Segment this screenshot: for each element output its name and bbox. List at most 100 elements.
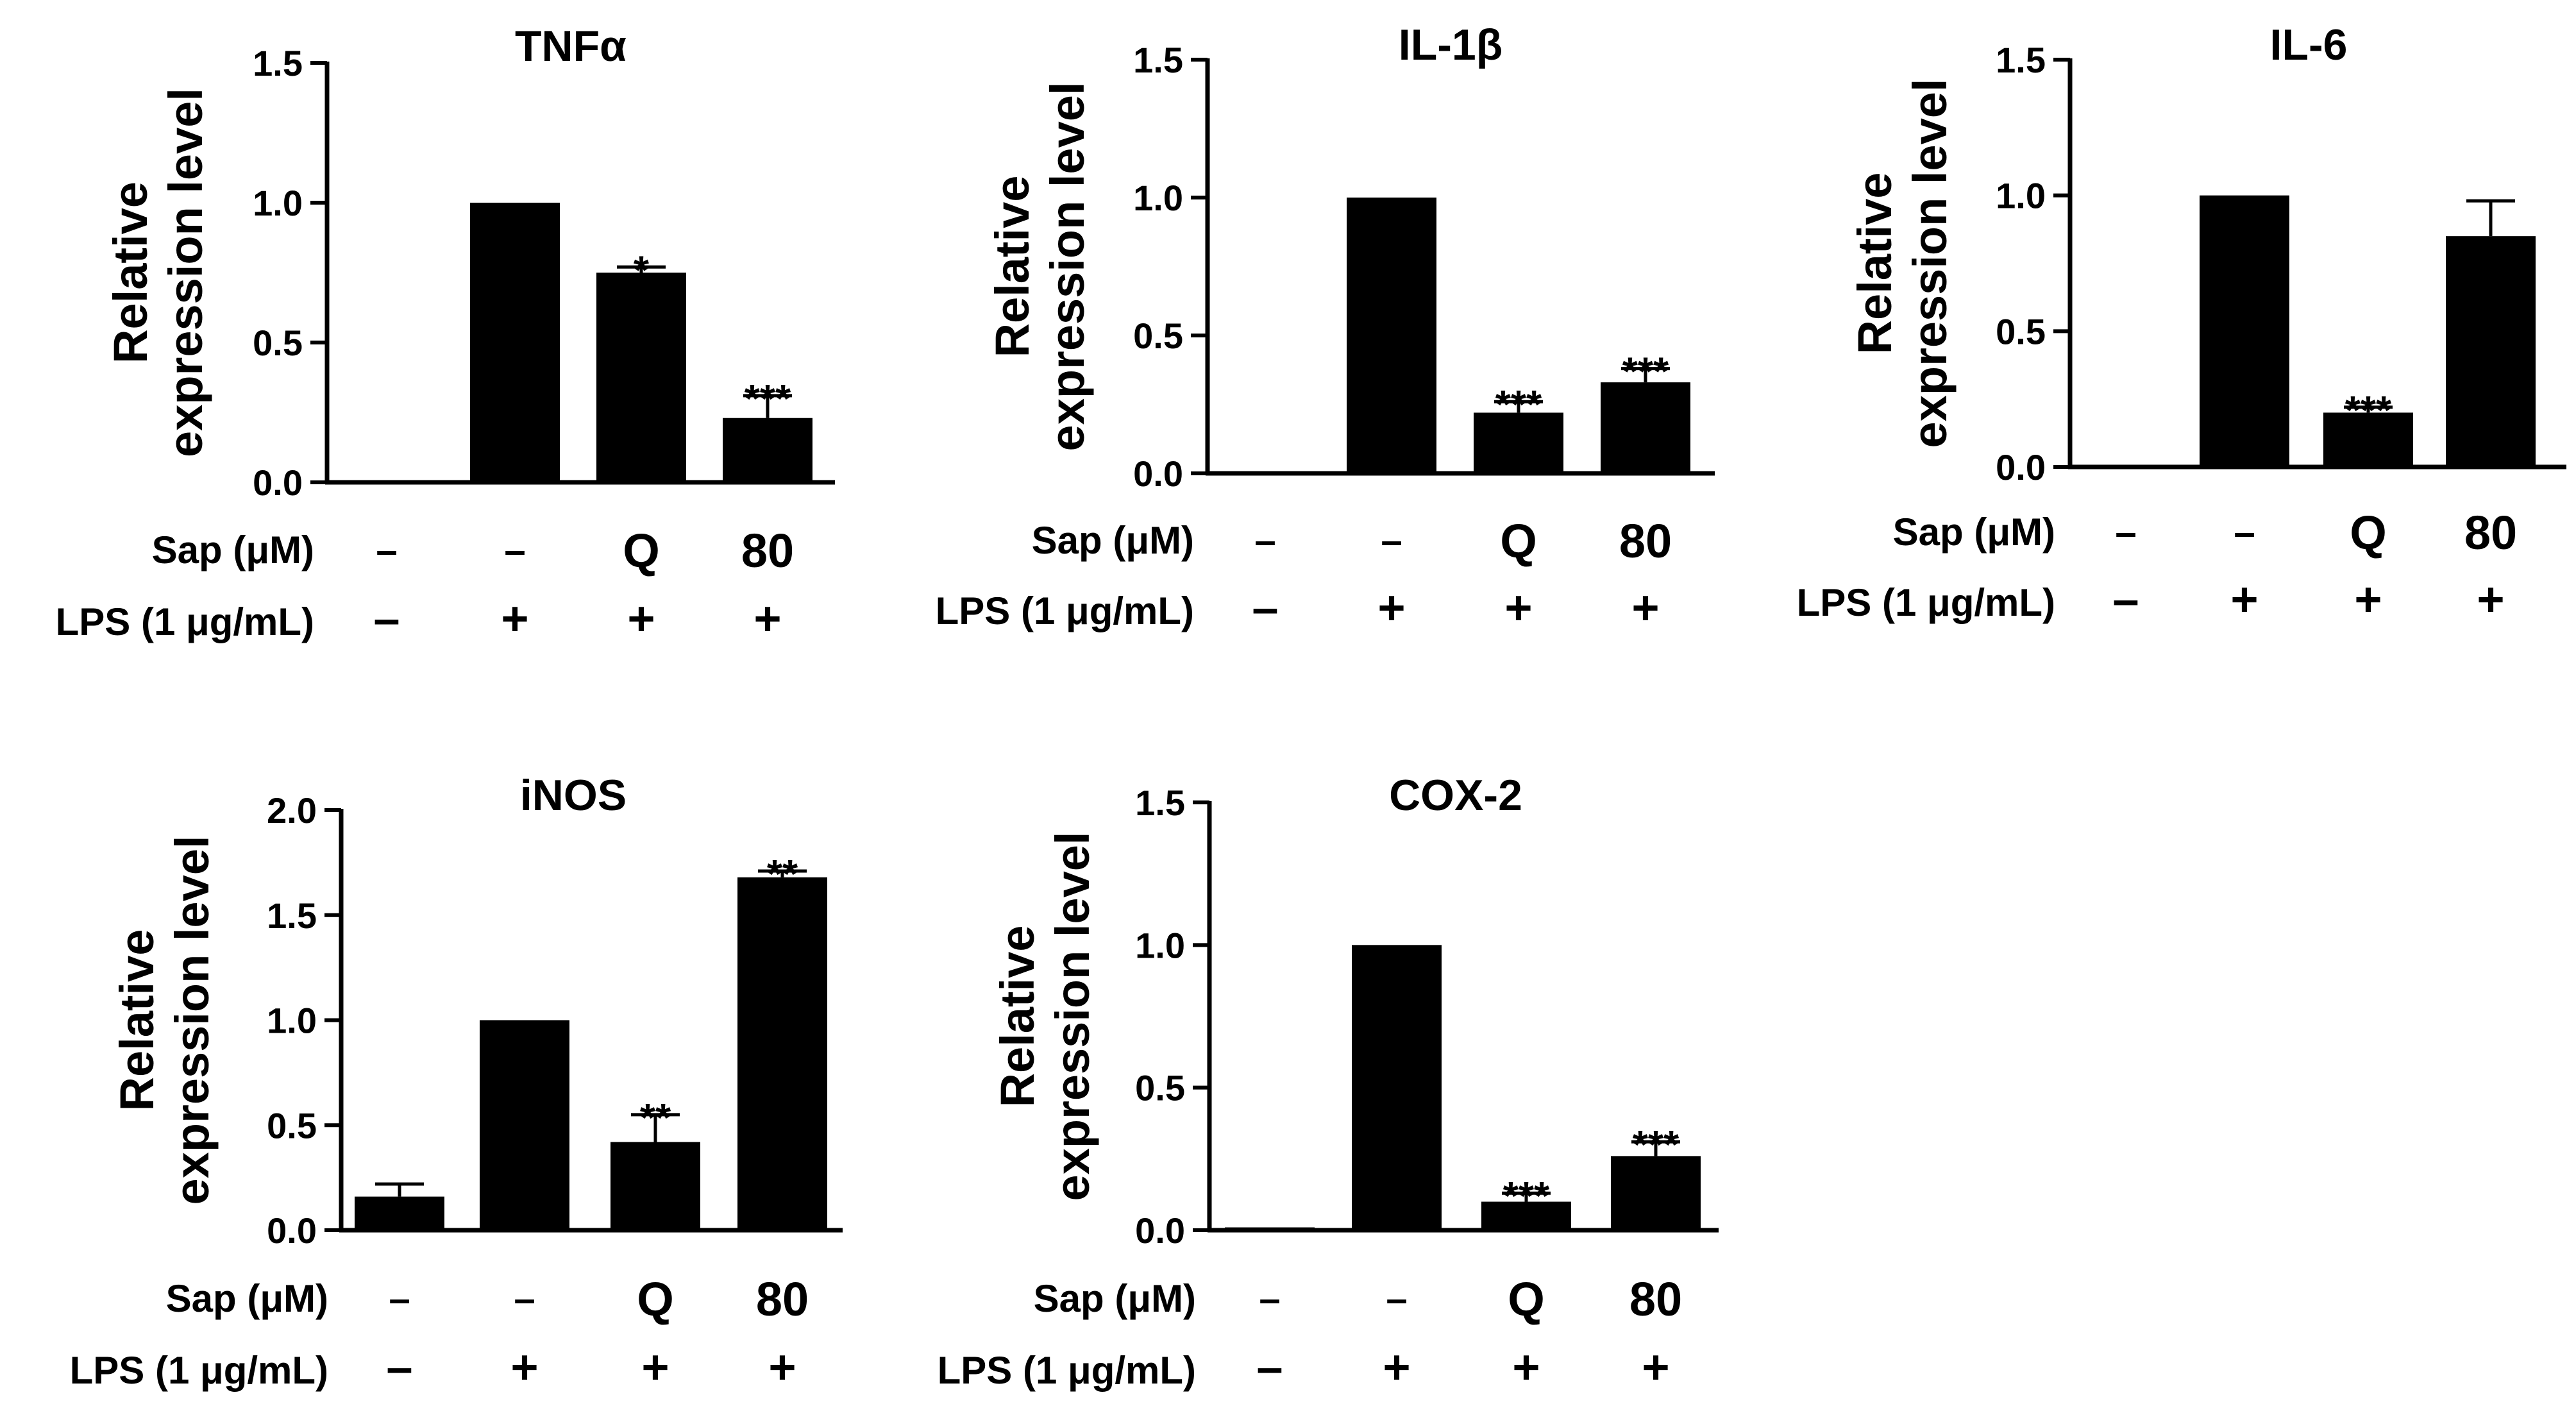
sap-value: – bbox=[2234, 511, 2255, 554]
y-tick-label: 0.5 bbox=[267, 1105, 317, 1146]
sap-value: – bbox=[514, 1277, 535, 1320]
y-tick-label: 1.0 bbox=[1996, 176, 2046, 216]
y-tick-label: 2.0 bbox=[267, 790, 317, 831]
sap-value: 80 bbox=[2464, 506, 2517, 559]
lps-value: + bbox=[627, 592, 655, 645]
y-tick-label: 1.5 bbox=[253, 43, 303, 83]
y-axis-label-line2: expression level bbox=[1046, 832, 1099, 1201]
bar-2 bbox=[480, 1020, 569, 1230]
chart-panel-3: IL-6 Relative expression level 0.0 0.5 1.0 1.5… bbox=[1797, 21, 2566, 626]
lps-value: – bbox=[386, 1341, 412, 1394]
y-axis-label-line1: Relative bbox=[1848, 173, 1901, 355]
chart-title: TNFα bbox=[515, 22, 627, 71]
lps-value: – bbox=[2112, 573, 2139, 626]
bar-4 bbox=[723, 418, 812, 482]
y-tick-label: 1.5 bbox=[267, 895, 317, 936]
y-axis-label: Relative expression level bbox=[104, 88, 212, 457]
row-label-lps: LPS (1 μg/mL) bbox=[70, 1349, 328, 1392]
y-axis-label-line1: Relative bbox=[104, 182, 157, 364]
bar-3 bbox=[1481, 1201, 1571, 1230]
bar-1 bbox=[1225, 1227, 1315, 1230]
lps-value: + bbox=[1377, 581, 1405, 634]
row-label-sap: Sap (μM) bbox=[1032, 519, 1194, 562]
lps-value: + bbox=[2477, 573, 2504, 626]
y-tick-label: 1.0 bbox=[1133, 178, 1183, 218]
row-label-sap: Sap (μM) bbox=[166, 1277, 328, 1320]
sap-value: – bbox=[1386, 1277, 1407, 1320]
y-axis-label: Relative expression level bbox=[110, 836, 219, 1205]
sap-value: Q bbox=[637, 1273, 674, 1326]
sap-value: 80 bbox=[1629, 1273, 1682, 1326]
lps-value: + bbox=[1642, 1341, 1669, 1394]
lps-value: + bbox=[641, 1341, 669, 1394]
y-tick-label: 0.0 bbox=[1135, 1210, 1185, 1251]
bar-4 bbox=[1601, 382, 1690, 473]
lps-value: – bbox=[1252, 581, 1278, 634]
y-tick-label: 0.0 bbox=[253, 462, 303, 503]
bar-3 bbox=[610, 1142, 700, 1230]
y-axis-label-line1: Relative bbox=[986, 176, 1039, 358]
lps-value: + bbox=[1631, 581, 1659, 634]
sap-value: 80 bbox=[741, 524, 794, 577]
y-axis-label-line1: Relative bbox=[110, 929, 164, 1112]
bar-2 bbox=[470, 203, 560, 482]
chart-title: COX-2 bbox=[1389, 771, 1522, 820]
sap-value: 80 bbox=[756, 1273, 809, 1326]
sap-value: – bbox=[389, 1277, 410, 1320]
sap-value: Q bbox=[1500, 514, 1537, 568]
sap-value: Q bbox=[2350, 506, 2387, 559]
y-tick-label: 1.0 bbox=[253, 183, 303, 223]
sap-value: – bbox=[504, 529, 525, 571]
y-axis-label: Relative expression level bbox=[991, 832, 1099, 1201]
row-label-lps: LPS (1 μg/mL) bbox=[938, 1349, 1196, 1392]
row-label-lps: LPS (1 μg/mL) bbox=[56, 600, 314, 643]
sap-value: – bbox=[376, 529, 397, 571]
lps-value: + bbox=[1383, 1341, 1410, 1394]
y-axis-label: Relative expression level bbox=[986, 82, 1094, 452]
chart-title: IL-1β bbox=[1399, 21, 1503, 69]
y-tick-label: 1.5 bbox=[1135, 783, 1185, 823]
lps-value: – bbox=[373, 592, 400, 645]
y-tick-label: 0.0 bbox=[1996, 447, 2046, 487]
sap-value: – bbox=[1254, 519, 1275, 562]
significance-label: ** bbox=[767, 852, 798, 897]
y-tick-label: 0.5 bbox=[1135, 1068, 1185, 1108]
y-axis-label-line1: Relative bbox=[991, 926, 1044, 1108]
chart-panel-2: IL-1β Relative expression level 0.0 0.5 1.0 1.… bbox=[936, 21, 1715, 634]
y-tick-label: 1.5 bbox=[1996, 40, 2046, 80]
bar-2 bbox=[1347, 198, 1436, 473]
y-tick-label: 0.5 bbox=[253, 323, 303, 363]
significance-label: *** bbox=[2345, 389, 2392, 433]
bar-3 bbox=[2323, 412, 2413, 467]
y-tick-label: 0.0 bbox=[267, 1210, 317, 1251]
lps-value: + bbox=[768, 1341, 796, 1394]
significance-label: *** bbox=[1633, 1123, 1679, 1167]
y-axis-label-line2: expression level bbox=[165, 836, 219, 1205]
lps-value: + bbox=[1504, 581, 1532, 634]
bar-2 bbox=[2200, 195, 2289, 467]
sap-value: – bbox=[1381, 519, 1402, 562]
row-label-sap: Sap (μM) bbox=[1034, 1277, 1196, 1320]
bar-3 bbox=[596, 273, 686, 482]
significance-label: *** bbox=[1622, 350, 1669, 394]
y-axis-label-line2: expression level bbox=[159, 88, 212, 457]
y-tick-label: 1.0 bbox=[1135, 925, 1185, 965]
lps-value: – bbox=[1256, 1341, 1283, 1394]
lps-value: + bbox=[1512, 1341, 1540, 1394]
y-axis-label-line2: expression level bbox=[1041, 82, 1094, 452]
bar-1 bbox=[1220, 471, 1310, 473]
sap-value: – bbox=[1259, 1277, 1280, 1320]
lps-value: + bbox=[501, 592, 528, 645]
bar-1 bbox=[342, 480, 432, 482]
y-axis-label: Relative expression level bbox=[1848, 79, 1957, 448]
chart-title: IL-6 bbox=[2270, 21, 2348, 69]
significance-label: *** bbox=[1503, 1174, 1550, 1219]
sap-value: 80 bbox=[1619, 514, 1672, 568]
row-label-lps: LPS (1 μg/mL) bbox=[936, 589, 1194, 632]
significance-label: ** bbox=[640, 1096, 671, 1140]
significance-label: * bbox=[634, 248, 650, 292]
sap-value: Q bbox=[623, 524, 660, 577]
lps-value: + bbox=[753, 592, 781, 645]
chart-panel-5: COX-2 Relative expression level 0.0 0.5 1.0 1.… bbox=[938, 771, 1719, 1394]
